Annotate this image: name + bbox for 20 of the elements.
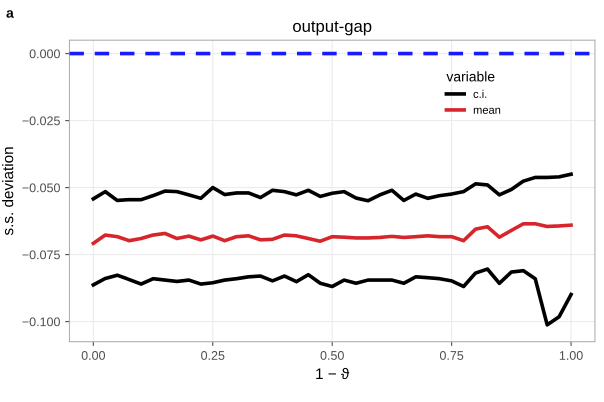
chart-title: output-gap (293, 21, 372, 36)
y-tick-label: −0.075 (22, 250, 60, 260)
x-tick-label: 0.25 (201, 351, 224, 360)
text: a (6, 10, 14, 18)
legend-label: mean (474, 108, 500, 114)
y-tick-label: −0.050 (22, 183, 60, 192)
y-tick-label: 0.000 (30, 49, 60, 58)
x-axis-title: 1 − ϑ (316, 368, 350, 380)
x-tick-label: 0.75 (440, 351, 464, 360)
x-tick-label: 1.00 (560, 351, 583, 360)
line-series (92, 267, 573, 327)
y-tick-label: −0.025 (22, 116, 60, 126)
y-tick-label: −0.100 (22, 317, 60, 326)
legend-title: variable (446, 71, 494, 82)
legend-label: c.i. (474, 90, 486, 98)
line-series (92, 222, 573, 246)
x-tick-label: 0.50 (320, 351, 344, 360)
x-tick-label: 0.00 (82, 351, 106, 360)
line-series (92, 172, 573, 203)
y-axis-title: s.s. deviation (2, 147, 14, 236)
